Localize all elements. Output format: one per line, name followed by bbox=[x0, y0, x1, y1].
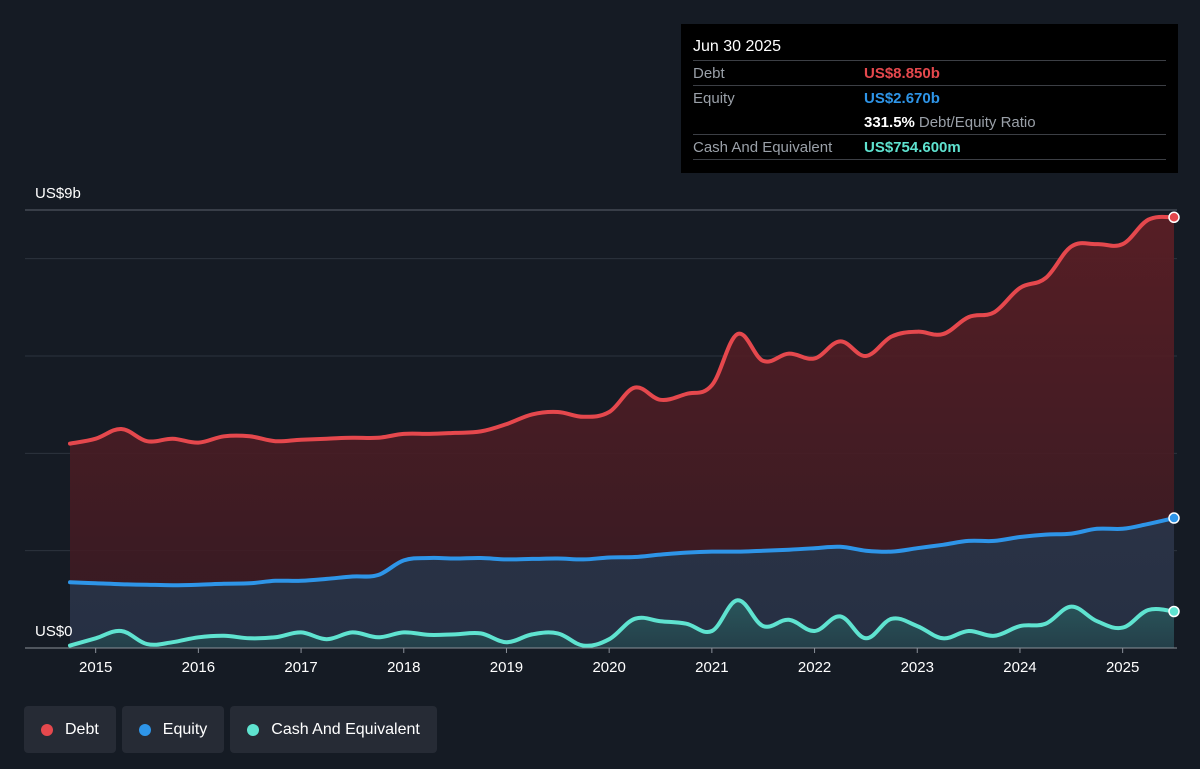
x-tick-label: 2019 bbox=[490, 659, 523, 676]
debt-endpoint bbox=[1168, 211, 1180, 224]
legend-debt-label: Debt bbox=[65, 720, 99, 738]
tooltip-cash-row: Cash And Equivalent US$754.600m bbox=[693, 134, 1166, 159]
debt-area bbox=[70, 216, 1174, 648]
tooltip-date: Jun 30 2025 bbox=[693, 38, 782, 55]
legend-item-equity[interactable]: Equity bbox=[121, 706, 225, 753]
equity-line bbox=[68, 516, 1176, 588]
tooltip-ratio-row: 331.5% Debt/Equity Ratio bbox=[693, 110, 1166, 134]
data-tooltip: Jun 30 2025 Debt US$8.850b Equity US$2.6… bbox=[681, 24, 1178, 173]
x-tick-label: 2024 bbox=[1003, 659, 1036, 676]
y-axis-bottom-label: US$0 bbox=[35, 623, 73, 640]
cash-line bbox=[68, 598, 1176, 648]
tooltip-equity-value: US$2.670b bbox=[864, 89, 940, 107]
tooltip-equity-row: Equity US$2.670b bbox=[693, 85, 1166, 110]
equity-endpoint bbox=[1168, 512, 1180, 524]
x-tick-label: 2025 bbox=[1106, 659, 1139, 676]
tooltip-ratio-value: 331.5% bbox=[864, 113, 915, 131]
cash-area bbox=[70, 600, 1174, 648]
x-tick-label: 2018 bbox=[387, 659, 420, 676]
y-axis-top-label: US$9b bbox=[35, 185, 81, 202]
series-areas bbox=[70, 216, 1174, 648]
x-tick-label: 2023 bbox=[901, 659, 934, 676]
equity-area bbox=[70, 518, 1174, 648]
legend-equity-label: Equity bbox=[162, 720, 208, 738]
equity-dot-icon bbox=[138, 723, 151, 736]
legend-item-cash[interactable]: Cash And Equivalent bbox=[230, 706, 437, 753]
x-tick-label: 2017 bbox=[284, 659, 317, 676]
x-tick-label: 2016 bbox=[182, 659, 215, 676]
x-tick-label: 2022 bbox=[798, 659, 831, 676]
tooltip-cash-value: US$754.600m bbox=[864, 138, 961, 156]
debt-dot-icon bbox=[41, 723, 53, 736]
cash-dot-icon bbox=[247, 723, 260, 736]
x-tick-label: 2020 bbox=[592, 659, 625, 676]
chart-legend: Debt Equity Cash And Equivalent bbox=[24, 706, 437, 753]
tooltip-debt-value: US$8.850b bbox=[864, 64, 940, 82]
x-tick-label: 2021 bbox=[695, 659, 728, 676]
legend-cash-label: Cash And Equivalent bbox=[271, 720, 420, 738]
x-tick-label: 2015 bbox=[79, 659, 112, 676]
tooltip-ratio-label: Debt/Equity Ratio bbox=[918, 113, 1036, 131]
tooltip-equity-label: Equity bbox=[693, 89, 735, 107]
tooltip-cash-label: Cash And Equivalent bbox=[693, 138, 833, 156]
legend-item-debt[interactable]: Debt bbox=[24, 706, 116, 753]
series-endpoints bbox=[1168, 211, 1180, 618]
x-axis: 2015 2016 2017 2018 2019 2020 2021 2022 2023 2024… bbox=[25, 647, 1177, 676]
debt-line bbox=[68, 214, 1176, 446]
debt-equity-chart: 2015 2016 2017 2018 2019 2020 2021 2022 2023 2024… bbox=[25, 185, 1180, 676]
tooltip-debt-label: Debt bbox=[693, 64, 725, 82]
tooltip-debt-row: Debt US$8.850b bbox=[693, 60, 1166, 85]
series-lines bbox=[68, 214, 1176, 648]
cash-endpoint bbox=[1168, 605, 1180, 618]
